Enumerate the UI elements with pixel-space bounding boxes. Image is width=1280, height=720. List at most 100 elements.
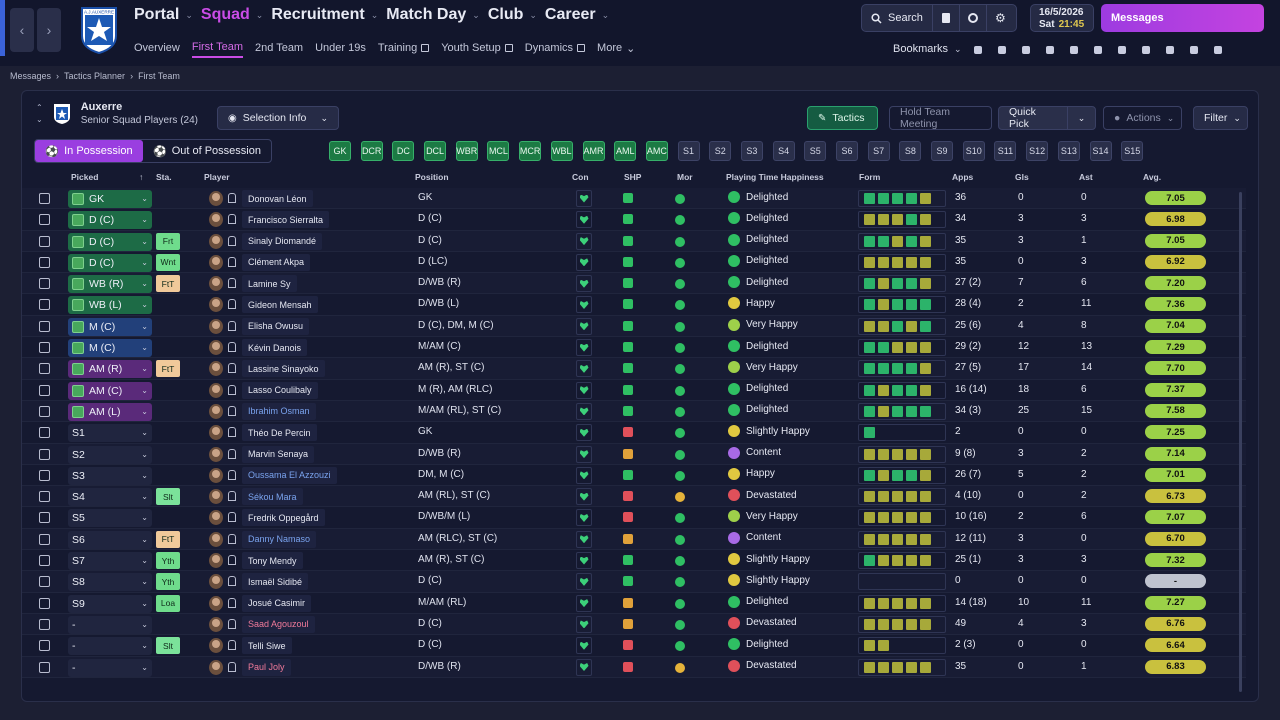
player-name[interactable]: Lamine Sy: [242, 275, 297, 293]
select-checkbox[interactable]: [39, 235, 50, 247]
slot-mcr[interactable]: MCR: [519, 141, 542, 161]
clipboard-button[interactable]: [992, 42, 1011, 57]
breadcrumb-item[interactable]: First Team: [138, 71, 180, 81]
breadcrumb-item[interactable]: Messages: [10, 71, 52, 81]
shirt-button[interactable]: [968, 42, 987, 57]
select-checkbox[interactable]: [39, 363, 50, 375]
club-crest[interactable]: A.J.AUXERRE: [80, 6, 118, 54]
table-row[interactable]: S2 ⌄ Marvin Senaya D/WB (R) Content 9 (8) 3 2 7.…: [22, 443, 1246, 465]
slot-wbr[interactable]: WBR: [455, 141, 478, 161]
slot-s13[interactable]: S13: [1057, 141, 1080, 161]
col-form[interactable]: Form: [859, 172, 881, 182]
slot-mcl[interactable]: MCL: [487, 141, 510, 161]
nav-club[interactable]: Club ⌄: [488, 6, 537, 24]
player-name[interactable]: Telli Siwe: [242, 637, 292, 655]
headset-icon[interactable]: [228, 576, 236, 587]
refresh-button[interactable]: [1040, 42, 1059, 57]
slot-s5[interactable]: S5: [804, 141, 827, 161]
select-checkbox[interactable]: [39, 469, 50, 481]
select-checkbox[interactable]: [39, 384, 50, 396]
picked-position-select[interactable]: S5 ⌄: [68, 509, 152, 528]
player-name[interactable]: Sinaly Diomandé: [242, 232, 323, 250]
player-name[interactable]: Lasso Coulibaly: [242, 381, 318, 399]
headset-icon[interactable]: [228, 235, 236, 246]
select-checkbox[interactable]: [39, 256, 50, 268]
tab-dynamics[interactable]: Dynamics: [525, 41, 586, 58]
player-name[interactable]: Francisco Sierralta: [242, 211, 330, 229]
headset-icon[interactable]: [228, 342, 236, 353]
slot-amc[interactable]: AMC: [645, 141, 668, 161]
slot-s4[interactable]: S4: [772, 141, 795, 161]
tactic-button[interactable]: [1016, 42, 1035, 57]
picked-position-select[interactable]: S6 ⌄: [68, 530, 152, 549]
picked-position-select[interactable]: S8 ⌄: [68, 573, 152, 592]
headset-icon[interactable]: [228, 299, 236, 310]
phone-button[interactable]: [1208, 42, 1227, 57]
table-row[interactable]: WB (L) ⌄ Gideon Mensah D/WB (L) Happy 28 (4) 2…: [22, 294, 1246, 316]
picked-position-select[interactable]: WB (R) ⌄: [68, 275, 152, 294]
picked-position-select[interactable]: D (C) ⌄: [68, 232, 152, 251]
select-checkbox[interactable]: [39, 533, 50, 545]
slot-gk[interactable]: GK: [329, 141, 351, 161]
settings-button[interactable]: ⚙: [987, 5, 1014, 31]
headset-icon[interactable]: [228, 320, 236, 331]
col-shp[interactable]: SHP: [624, 172, 642, 182]
table-row[interactable]: GK ⌄ Donovan Léon GK Delighted 36 0 0 7.05: [22, 188, 1246, 210]
select-checkbox[interactable]: [39, 618, 50, 630]
col-mor[interactable]: Mor: [677, 172, 693, 182]
headset-icon[interactable]: [228, 618, 236, 629]
picked-position-select[interactable]: WB (L) ⌄: [68, 296, 152, 315]
col-sta[interactable]: Sta.: [156, 172, 172, 182]
table-row[interactable]: AM (L) ⌄ Ibrahim Osman M/AM (RL), ST (C) Del…: [22, 400, 1246, 423]
col-pth[interactable]: Playing Time Happiness: [726, 172, 824, 182]
globe-button[interactable]: [960, 5, 987, 31]
picked-position-select[interactable]: M (C) ⌄: [68, 339, 152, 358]
megaphone-button[interactable]: [1160, 42, 1179, 57]
table-row[interactable]: - ⌄ Saad Agouzoul D (C) Devastated 49 4 3 6.76: [22, 613, 1246, 636]
col-player[interactable]: Player: [204, 172, 230, 182]
select-checkbox[interactable]: [39, 427, 50, 439]
hold-team-meeting-button[interactable]: Hold Team Meeting: [889, 106, 992, 130]
select-checkbox[interactable]: [39, 661, 50, 673]
slot-s1[interactable]: S1: [677, 141, 700, 161]
select-checkbox[interactable]: [39, 448, 50, 460]
tab-2nd-team[interactable]: 2nd Team: [255, 41, 303, 58]
nav-career[interactable]: Career ⌄: [545, 6, 609, 24]
headset-icon[interactable]: [228, 405, 236, 416]
calendar-button[interactable]: [1088, 42, 1107, 57]
nav-portal[interactable]: Portal ⌄: [134, 6, 193, 24]
player-name[interactable]: Ismaël Sidibé: [242, 573, 309, 591]
headset-icon[interactable]: [228, 363, 236, 374]
player-name[interactable]: Elisha Owusu: [242, 317, 310, 335]
in-possession-tab[interactable]: ⚽ In Possession: [35, 140, 143, 162]
tab-youth-setup[interactable]: Youth Setup: [441, 41, 513, 58]
headset-icon[interactable]: [228, 661, 236, 672]
headset-icon[interactable]: [228, 256, 236, 267]
select-checkbox[interactable]: [39, 320, 50, 332]
player-name[interactable]: Gideon Mensah: [242, 296, 318, 314]
headset-icon[interactable]: [228, 427, 236, 438]
headset-icon[interactable]: [228, 193, 236, 203]
player-name[interactable]: Marvin Senaya: [242, 445, 315, 463]
slot-s9[interactable]: S9: [931, 141, 954, 161]
select-checkbox[interactable]: [39, 512, 50, 524]
player-name[interactable]: Théo De Percin: [242, 424, 317, 442]
picked-position-select[interactable]: D (C) ⌄: [68, 253, 152, 272]
search-button[interactable]: Search: [862, 5, 933, 31]
player-name[interactable]: Sékou Mara: [242, 488, 303, 506]
table-row[interactable]: S6 ⌄ FtT Danny Namaso AM (RLC), ST (C) Conten…: [22, 528, 1246, 551]
headset-icon[interactable]: [228, 533, 236, 544]
table-row[interactable]: S5 ⌄ Fredrik Oppegård D/WB/M (L) Very Happy 1…: [22, 507, 1246, 529]
picked-position-select[interactable]: S2 ⌄: [68, 445, 152, 464]
trophy-button[interactable]: [1064, 42, 1083, 57]
table-row[interactable]: M (C) ⌄ Elisha Owusu D (C), DM, M (C) Very H…: [22, 315, 1246, 338]
picked-position-select[interactable]: GK ⌄: [68, 190, 152, 208]
table-row[interactable]: AM (C) ⌄ Lasso Coulibaly M (R), AM (RLC) Del…: [22, 380, 1246, 401]
slot-s6[interactable]: S6: [836, 141, 858, 161]
messages-button[interactable]: Messages: [1101, 4, 1264, 32]
back-arrow-icon[interactable]: ‹: [10, 8, 34, 52]
sort-arrow-icon[interactable]: ↑: [139, 172, 144, 182]
picked-position-select[interactable]: - ⌄: [68, 658, 152, 677]
picked-position-select[interactable]: S9 ⌄: [68, 594, 152, 613]
scrollbar[interactable]: [1239, 192, 1242, 692]
